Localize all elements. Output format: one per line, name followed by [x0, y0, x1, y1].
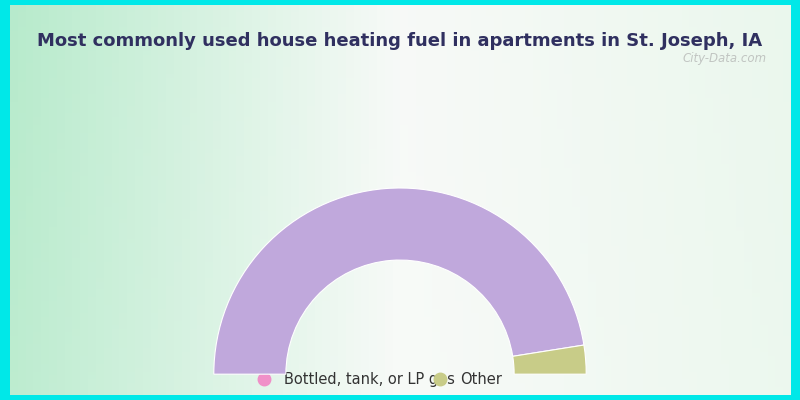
Text: City-Data.com: City-Data.com: [683, 52, 767, 65]
Text: Most commonly used house heating fuel in apartments in St. Joseph, IA: Most commonly used house heating fuel in…: [38, 32, 762, 50]
Text: Other: Other: [460, 372, 502, 387]
Wedge shape: [214, 188, 584, 374]
Wedge shape: [513, 345, 586, 374]
Text: Bottled, tank, or LP gas: Bottled, tank, or LP gas: [284, 372, 455, 387]
